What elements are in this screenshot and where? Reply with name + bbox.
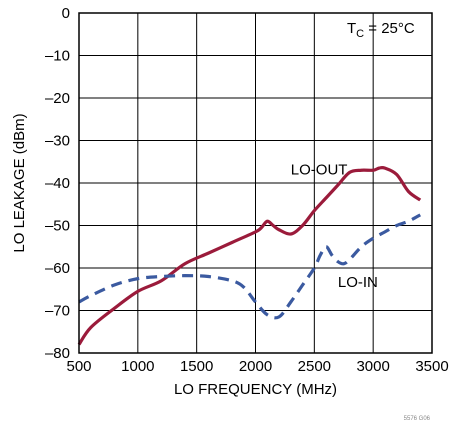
y-tick-label: –30 xyxy=(45,133,70,150)
y-tick-label: –80 xyxy=(45,345,70,362)
condition-suffix: = 25°C xyxy=(364,20,415,37)
x-tick-label: 1000 xyxy=(121,358,154,375)
y-tick-label: –20 xyxy=(45,90,70,107)
x-tick-label: 2500 xyxy=(298,358,331,375)
x-tick-label: 1500 xyxy=(180,358,213,375)
tick-labels: 500 1000 1500 2000 2500 3000 3500 0 –10 –20 –30 –40… xyxy=(45,5,449,375)
x-tick-label: 500 xyxy=(66,358,91,375)
series-line-lo-out xyxy=(79,168,420,345)
figure-number: 5576 G06 xyxy=(404,416,431,422)
y-tick-label: –50 xyxy=(45,218,70,235)
condition-subscript: C xyxy=(356,28,364,40)
temperature-condition-label: TC = 25°C xyxy=(347,20,415,40)
annotation-lo-in: LO-IN xyxy=(338,274,378,291)
y-tick-label: –70 xyxy=(45,303,70,320)
y-tick-label: –60 xyxy=(45,260,70,277)
x-axis-label: LO FREQUENCY (MHz) xyxy=(174,381,337,398)
x-tick-label: 2000 xyxy=(239,358,272,375)
series-line-lo-in xyxy=(79,215,420,318)
y-tick-label: 0 xyxy=(62,5,70,22)
x-tick-label: 3500 xyxy=(415,358,448,375)
condition-prefix: T xyxy=(347,20,356,37)
y-axis-label: LO LEAKAGE (dBm) xyxy=(11,113,28,252)
y-tick-label: –40 xyxy=(45,175,70,192)
y-tick-label: –10 xyxy=(45,48,70,65)
x-tick-label: 3000 xyxy=(356,358,389,375)
series xyxy=(79,168,420,345)
annotation-lo-out: LO-OUT xyxy=(291,162,348,179)
